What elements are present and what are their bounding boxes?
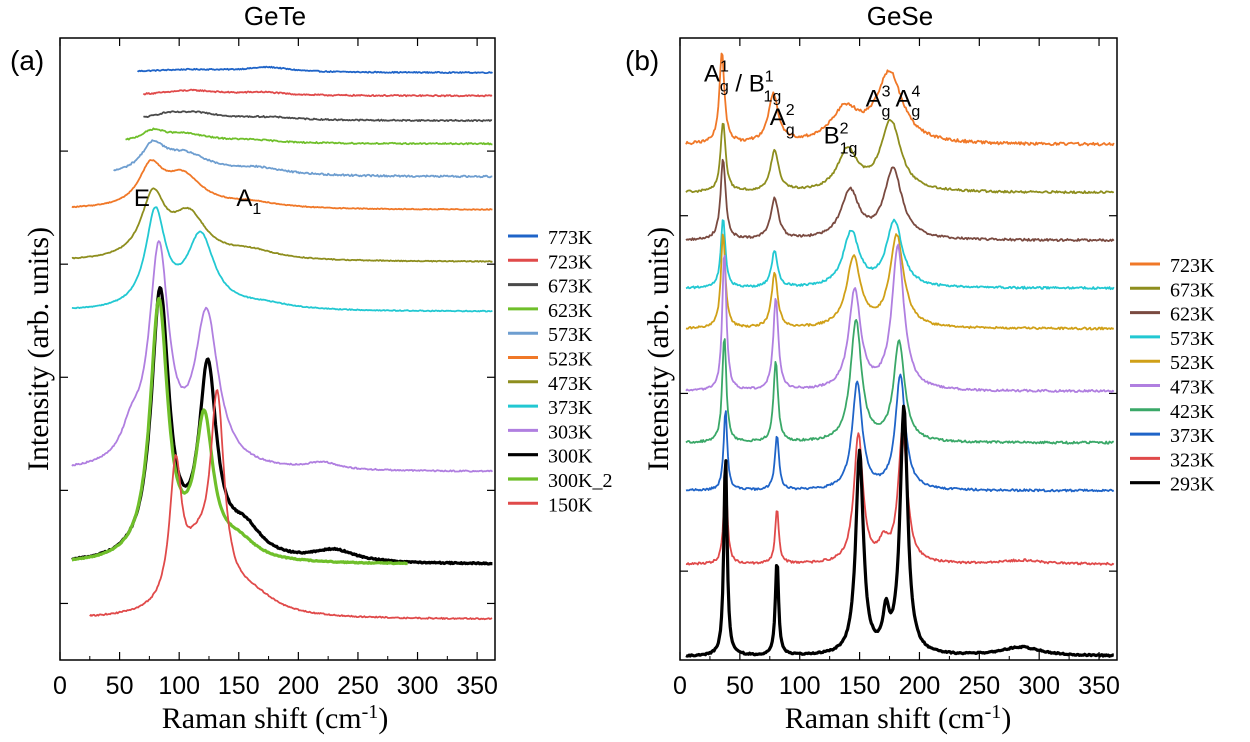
- legend-label: 423K: [1170, 401, 1215, 423]
- series-line-473K: [71, 187, 493, 263]
- legend-label: 523K: [548, 349, 593, 371]
- series-line-300K_2: [71, 297, 409, 566]
- x-tick-label: 350: [1078, 672, 1120, 700]
- x-tick-label: 300: [1018, 672, 1060, 700]
- series-line-623K: [685, 158, 1115, 243]
- panel-b-series: [685, 52, 1115, 658]
- x-tick-label: 350: [456, 672, 498, 700]
- x-tick-label: 100: [158, 672, 200, 700]
- legend-label: 623K: [1170, 304, 1215, 326]
- panel-gete: GeTe (a) 0 50 100 150 200 250 300 350 E A1 Raman…: [10, 1, 612, 735]
- legend-label: 473K: [548, 373, 593, 395]
- legend-label: 300K: [548, 446, 593, 468]
- panel-a-annotations: E A1: [134, 185, 262, 218]
- x-tick-label: 0: [673, 672, 687, 700]
- series-line-723K: [685, 52, 1115, 147]
- panel-b-frame: [679, 37, 1118, 661]
- series-line-723K: [142, 88, 493, 98]
- peak-annotation: A1: [236, 185, 261, 218]
- x-tick-label: 50: [106, 672, 134, 700]
- legend-label: 373K: [548, 397, 593, 419]
- series-line-303K: [71, 240, 494, 473]
- legend-label: 723K: [1170, 255, 1215, 277]
- series-line-373K: [71, 206, 493, 313]
- x-tick-label: 300: [397, 672, 439, 700]
- panel-a-title: GeTe: [244, 1, 306, 31]
- series-line-573K: [113, 139, 493, 179]
- series-line-673K: [143, 110, 493, 123]
- peak-annotation: A1 g / B1 1g: [704, 59, 781, 106]
- legend-label: 293K: [1170, 474, 1215, 496]
- x-tick-label: 200: [899, 672, 941, 700]
- x-tick-label: 250: [337, 672, 379, 700]
- legend-label: 523K: [1170, 352, 1215, 374]
- series-line-523K: [685, 233, 1115, 331]
- series-line-150K: [89, 389, 493, 621]
- series-line-300K: [71, 286, 493, 566]
- series-line-673K: [685, 118, 1114, 195]
- legend-label: 300K_2: [548, 470, 612, 492]
- series-line-473K: [685, 243, 1115, 393]
- legend-label: 773K: [548, 227, 593, 249]
- series-line-573K: [685, 218, 1115, 291]
- legend-label: 623K: [548, 300, 593, 322]
- legend-label: 473K: [1170, 377, 1215, 399]
- panel-a-label: (a): [10, 45, 44, 76]
- panel-a-series: [71, 65, 494, 621]
- x-tick-label: 50: [726, 672, 754, 700]
- series-line-773K: [137, 65, 493, 74]
- legend-label: 673K: [548, 276, 593, 298]
- series-line-523K: [71, 159, 493, 211]
- legend-label: 373K: [1170, 425, 1215, 447]
- panel-a-x-axis: 0 50 100 150 200 250 300 350: [53, 38, 498, 700]
- legend-label: 303K: [548, 421, 593, 443]
- series-line-293K: [685, 404, 1115, 658]
- peak-annotation: E: [134, 185, 150, 212]
- x-tick-label: 100: [779, 672, 821, 700]
- legend-label: 150K: [548, 494, 593, 516]
- x-tick-label: 200: [277, 672, 319, 700]
- series-line-323K: [685, 428, 1115, 566]
- panel-gese: GeSe (b) 0 50 100 150 200 250 300 350 A1 g / B1 1…: [625, 1, 1215, 735]
- panel-a-ylabel: Intensity (arb. units): [22, 227, 55, 471]
- legend-label: 723K: [548, 251, 593, 273]
- panel-b-label: (b): [625, 45, 659, 76]
- panel-a-xlabel: Raman shift (cm-1): [162, 701, 389, 735]
- peak-annotation: A3 g: [866, 83, 891, 120]
- series-line-423K: [685, 319, 1114, 445]
- peak-annotation: A4 g: [896, 83, 921, 120]
- x-tick-label: 0: [53, 672, 67, 700]
- peak-annotation: B2 1g: [824, 121, 858, 158]
- peak-annotation: A2 g: [770, 102, 795, 139]
- panel-b-x-axis: 0 50 100 150 200 250 300 350: [673, 38, 1120, 700]
- panel-b-ylabel: Intensity (arb. units): [642, 227, 675, 471]
- legend-label: 673K: [1170, 279, 1215, 301]
- legend-label: 323K: [1170, 449, 1215, 471]
- panel-a-frame: [59, 37, 496, 661]
- x-tick-label: 150: [839, 672, 881, 700]
- panel-b-xlabel: Raman shift (cm-1): [785, 701, 1012, 735]
- panel-b-title: GeSe: [867, 1, 934, 31]
- legend-label: 573K: [1170, 328, 1215, 350]
- x-tick-label: 150: [218, 672, 260, 700]
- series-line-623K: [125, 127, 493, 146]
- x-tick-label: 250: [958, 672, 1000, 700]
- legend-label: 573K: [548, 324, 593, 346]
- series-line-373K: [685, 373, 1115, 493]
